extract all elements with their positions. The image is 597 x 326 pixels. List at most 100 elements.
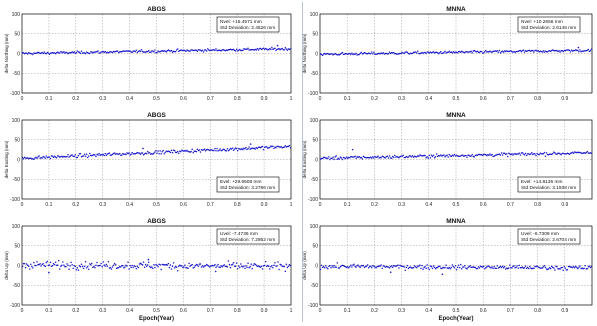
data-point (79, 265, 82, 268)
x-tick-label: 0.1 (344, 96, 351, 102)
data-series (21, 44, 292, 56)
data-point (524, 152, 527, 155)
data-point (441, 273, 444, 275)
data-point (153, 264, 155, 266)
data-point (222, 264, 224, 267)
data-point (539, 152, 541, 154)
data-point (131, 151, 133, 154)
data-point (406, 51, 409, 53)
data-point (414, 51, 417, 53)
data-point (362, 52, 365, 55)
data-point (523, 51, 526, 53)
data-point (175, 151, 178, 154)
data-point (498, 49, 501, 52)
y-tick-label: 50 (14, 138, 20, 144)
data-point (52, 262, 55, 265)
data-point (354, 265, 356, 268)
data-point (567, 265, 570, 268)
chart-title: ABGS (147, 6, 166, 13)
data-point (344, 157, 347, 160)
data-point (124, 266, 126, 268)
data-point (579, 265, 581, 267)
chart-title: ABGS (147, 112, 166, 119)
data-point (575, 48, 577, 51)
data-point (562, 50, 564, 53)
data-point (357, 53, 359, 56)
data-point (65, 265, 67, 268)
data-point (513, 265, 515, 267)
data-point (30, 263, 32, 265)
data-point (286, 266, 289, 269)
data-point (278, 268, 280, 271)
data-point (320, 264, 323, 267)
chart-mnna-northing: 0 0.1 0.2 0.3 0.4 0.5 0.6 0.7 0.8 0.9 100 50 0 -50 -10… (302, 6, 593, 102)
stats-line: Std Deviation: 2.4526 mm (220, 25, 275, 31)
data-point (70, 52, 72, 54)
data-point (71, 154, 73, 156)
data-point (331, 264, 333, 267)
chart-title: ABGS (147, 218, 166, 225)
data-point (359, 52, 362, 55)
data-point (352, 156, 354, 158)
data-point (562, 269, 564, 271)
x-tick-label: 0.3 (398, 202, 405, 208)
data-point (573, 49, 576, 52)
data-point (398, 156, 400, 159)
stats-box-frame (517, 228, 581, 245)
chart-abgs-up: 0 0.1 0.2 0.3 0.4 0.5 0.6 0.7 0.8 0.9 1 100 50 0 -50 -1… (4, 218, 293, 322)
data-point (31, 52, 33, 55)
data-point (235, 262, 238, 264)
data-point (476, 154, 479, 157)
data-point (559, 51, 561, 53)
data-point (491, 153, 493, 156)
data-point (42, 155, 44, 158)
data-point (451, 52, 454, 54)
data-point (87, 155, 90, 157)
data-point (410, 156, 413, 158)
data-point (214, 263, 216, 266)
data-point (278, 47, 280, 50)
data-point (577, 46, 580, 49)
data-point (276, 265, 278, 267)
x-tick-label: 0.9 (261, 308, 268, 314)
data-point (331, 157, 333, 160)
data-point (473, 49, 476, 52)
data-point (398, 267, 400, 269)
data-point (337, 267, 340, 269)
y-tick-label: -100 (10, 91, 20, 97)
x-tick-label: 0 (21, 202, 24, 208)
data-point (189, 265, 191, 267)
data-point (93, 265, 95, 268)
data-point (66, 52, 68, 54)
stats-box-frame (517, 176, 581, 193)
data-point (390, 157, 393, 159)
data-point (269, 146, 271, 149)
x-tick-label: 0.2 (72, 308, 79, 314)
data-point (486, 266, 488, 268)
data-point (36, 157, 38, 159)
data-point (500, 152, 503, 154)
data-point (152, 267, 154, 270)
data-point (326, 266, 328, 269)
x-tick-label: 0.5 (153, 202, 160, 208)
data-point (166, 264, 169, 266)
data-point (254, 263, 257, 266)
data-point (139, 262, 142, 264)
data-point (434, 156, 437, 158)
chart-abgs-northing: 0 0.1 0.2 0.3 0.4 0.5 0.6 0.7 0.8 0.9 1 100 50 0 -50 -1… (4, 6, 293, 102)
x-tick-label: 0.1 (344, 308, 351, 314)
data-point (171, 51, 174, 53)
data-point (546, 51, 549, 53)
x-tick-label: 0.1 (45, 308, 52, 314)
data-point (381, 52, 383, 55)
data-point (134, 50, 137, 53)
data-point (545, 152, 548, 154)
y-axis-label: delta Northing (mm) (4, 33, 9, 73)
data-point (425, 267, 427, 270)
data-point (461, 267, 463, 270)
data-point (541, 267, 544, 269)
data-point (549, 267, 552, 270)
data-point (154, 266, 156, 269)
data-point (26, 53, 29, 55)
data-point (380, 156, 382, 159)
